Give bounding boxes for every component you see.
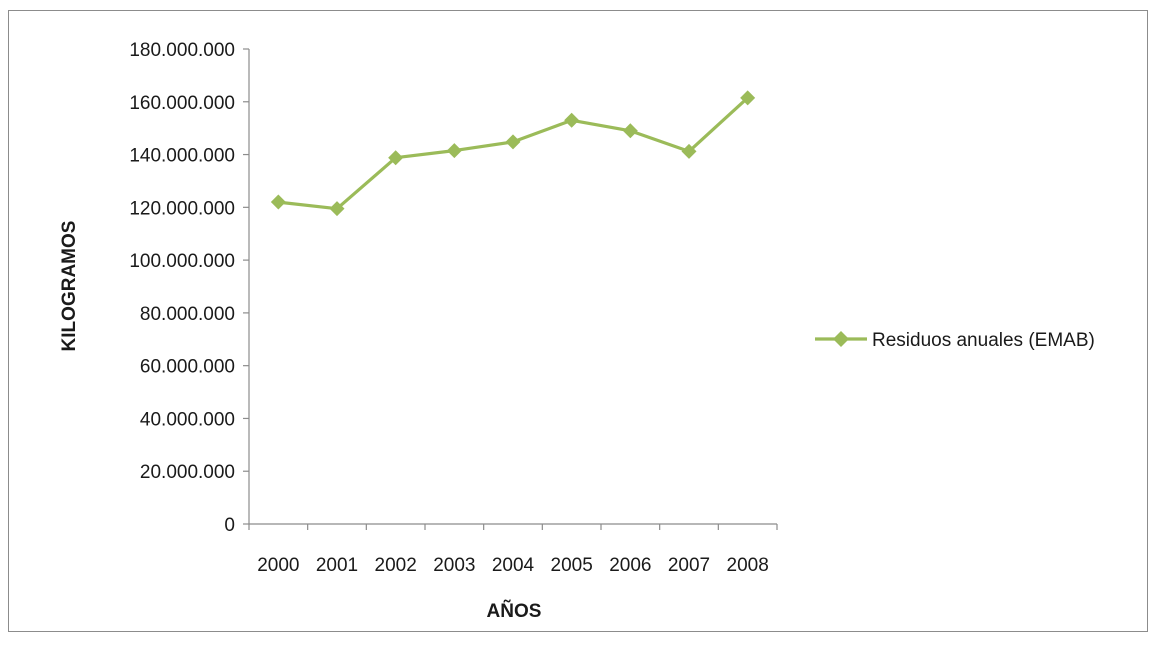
- y-tick-label: 20.000.000: [140, 462, 235, 483]
- x-tick-label: 2002: [375, 555, 417, 576]
- legend-marker: [833, 331, 849, 347]
- data-point-marker: [446, 143, 462, 159]
- data-point-marker: [270, 194, 286, 210]
- y-tick-label: 180.000.000: [129, 40, 235, 61]
- y-tick-label: 160.000.000: [129, 93, 235, 114]
- legend-label: Residuos anuales (EMAB): [872, 330, 1095, 351]
- data-point-marker: [622, 123, 638, 139]
- x-tick-label: 2000: [257, 555, 299, 576]
- x-tick-label: 2004: [492, 555, 535, 576]
- y-tick-label: 60.000.000: [140, 357, 235, 378]
- series-markers: [270, 90, 756, 217]
- legend: Residuos anuales (EMAB): [815, 330, 1095, 351]
- data-point-marker: [505, 134, 521, 150]
- y-tick-label: 40.000.000: [140, 409, 235, 430]
- x-tick-label: 2005: [551, 555, 593, 576]
- y-tick-label: 100.000.000: [129, 251, 235, 272]
- chart-frame: 0 20.000.000 40.000.000 60.000.000 80.000.00…: [8, 10, 1148, 632]
- y-ticks: 0 20.000.000 40.000.000 60.000.000 80.000.00…: [129, 40, 249, 536]
- data-point-marker: [740, 90, 756, 106]
- data-point-marker: [329, 201, 345, 217]
- chart-svg: 0 20.000.000 40.000.000 60.000.000 80.000.00…: [59, 40, 1095, 622]
- y-tick-label: 120.000.000: [129, 198, 235, 219]
- y-tick-label: 0: [224, 515, 235, 536]
- x-tick-label: 2001: [316, 555, 358, 576]
- series-line: [278, 96, 749, 211]
- x-tick-label: 2008: [727, 555, 769, 576]
- data-point-marker: [388, 150, 404, 166]
- x-tick-label: 2003: [433, 555, 475, 576]
- x-ticks: 2000 2001 2002 2003 2004 2005 2006 2007 2008: [248, 524, 778, 576]
- data-point-marker: [681, 143, 697, 159]
- x-axis-title: AÑOS: [487, 600, 542, 622]
- data-point-marker: [564, 112, 580, 128]
- y-axis-title: KILOGRAMOS: [59, 221, 80, 352]
- y-tick-label: 140.000.000: [129, 146, 235, 167]
- x-tick-label: 2006: [609, 555, 651, 576]
- x-tick-label: 2007: [668, 555, 710, 576]
- y-tick-label: 80.000.000: [140, 304, 235, 325]
